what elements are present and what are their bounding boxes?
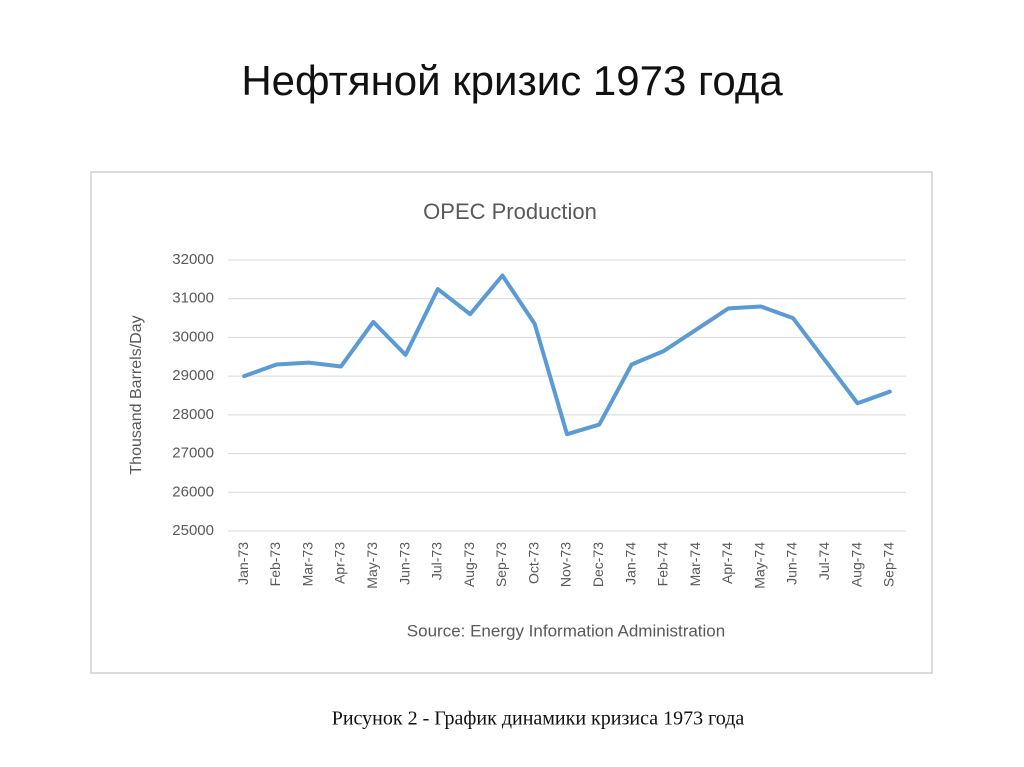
- x-tick-label: Sep-73: [493, 542, 509, 587]
- x-tick-label: Jul-74: [816, 542, 832, 580]
- x-tick-label: Jun-74: [784, 542, 800, 585]
- x-tick-label: Nov-73: [558, 542, 574, 587]
- x-tick-label: May-73: [364, 542, 380, 589]
- chart-frame: [90, 171, 933, 674]
- x-tick-label: Apr-73: [332, 542, 348, 584]
- caption: Рисунок 2 - График динамики кризиса 1973…: [332, 708, 745, 730]
- y-tick-label: 26000: [172, 483, 214, 500]
- x-tick-label: Oct-73: [525, 542, 541, 584]
- x-tick-label: Apr-74: [719, 542, 735, 584]
- x-tick-label: Feb-74: [655, 542, 671, 587]
- y-axis-label: Thousand Barrels/Day: [128, 315, 145, 474]
- data-line: [242, 273, 892, 437]
- x-tick-label: Dec-73: [590, 542, 606, 587]
- y-tick-label: 28000: [172, 406, 214, 423]
- y-tick-label: 27000: [172, 445, 214, 462]
- x-tick-label: Mar-73: [299, 542, 315, 587]
- slide-title: Нефтяной кризис 1973 года: [241, 57, 783, 104]
- x-tick-label: Aug-74: [848, 542, 864, 587]
- source-note: Source: Energy Information Administratio…: [407, 621, 725, 640]
- y-tick-label: 32000: [172, 251, 214, 268]
- x-tick-label: Jan-74: [622, 542, 638, 585]
- y-tick-label: 31000: [172, 290, 214, 307]
- x-tick-label: May-74: [751, 542, 767, 589]
- x-tick-label: Aug-73: [461, 542, 477, 587]
- x-tick-label: Feb-73: [267, 542, 283, 587]
- x-tick-label: Jul-73: [429, 542, 445, 580]
- y-tick-label: 29000: [172, 367, 214, 384]
- y-tick-label: 25000: [172, 522, 214, 539]
- x-tick-label: Jun-73: [396, 542, 412, 585]
- x-tick-label: Sep-74: [881, 542, 897, 587]
- y-tick-label: 30000: [172, 328, 214, 345]
- chart-title: OPEC Production: [423, 199, 597, 224]
- x-tick-label: Jan-73: [235, 542, 251, 585]
- x-tick-label: Mar-74: [687, 542, 703, 587]
